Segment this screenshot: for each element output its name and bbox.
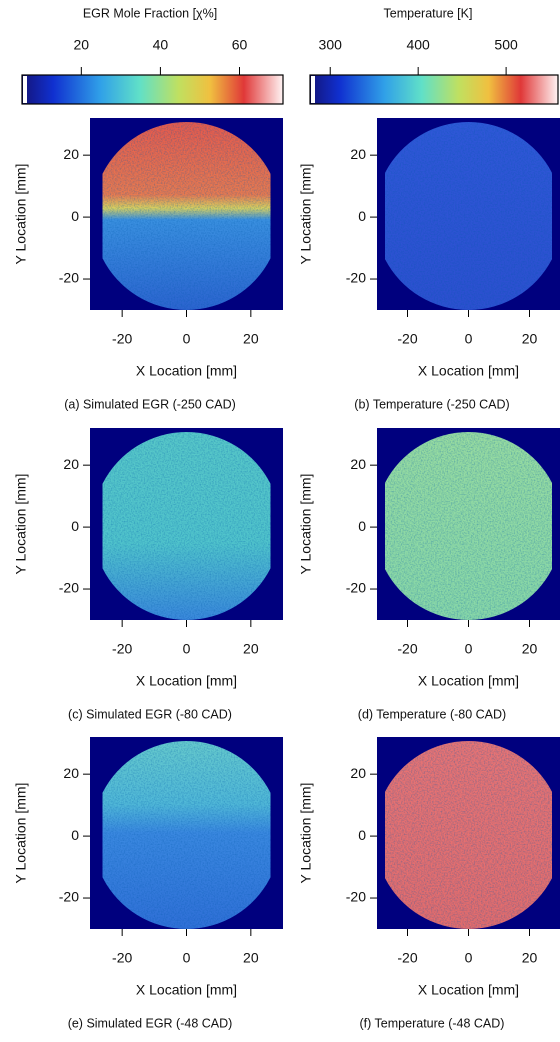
colorbar-title: Temperature [K]	[384, 6, 473, 20]
y-tick-label: 0	[358, 518, 366, 534]
panel-caption: (d) Temperature (-80 CAD)	[358, 707, 506, 721]
x-axis-label: X Location [mm]	[136, 982, 237, 998]
y-axis-label: Y Location [mm]	[13, 474, 29, 575]
field-noise	[385, 741, 552, 929]
y-tick-label: 0	[358, 208, 366, 224]
panel-caption: (e) Simulated EGR (-48 CAD)	[68, 1016, 233, 1030]
colorbar-tick-label: 400	[406, 37, 430, 53]
x-tick-label: 20	[522, 641, 538, 657]
y-tick-label: 20	[63, 456, 79, 472]
colorbar-tick-label: 40	[153, 37, 169, 53]
panel-caption: (c) Simulated EGR (-80 CAD)	[68, 707, 232, 721]
field-noise	[385, 432, 552, 620]
y-tick-label: -20	[59, 889, 79, 905]
colorbar-tick-label: 300	[319, 37, 343, 53]
y-tick-label: -20	[346, 889, 366, 905]
y-axis-label: Y Location [mm]	[298, 474, 314, 575]
field-noise	[102, 122, 271, 310]
field-noise	[385, 122, 552, 310]
x-tick-label: -20	[397, 950, 417, 966]
y-tick-label: 0	[71, 208, 79, 224]
x-axis-label: X Location [mm]	[418, 673, 519, 689]
x-tick-label: 20	[522, 950, 538, 966]
x-tick-label: 20	[243, 641, 259, 657]
colorbar	[309, 74, 559, 105]
y-axis-label: Y Location [mm]	[298, 783, 314, 884]
y-tick-label: 20	[63, 765, 79, 781]
field-noise	[102, 741, 271, 929]
x-tick-label: 0	[183, 950, 191, 966]
colorbar-tick-label: 60	[232, 37, 248, 53]
x-axis-label: X Location [mm]	[136, 673, 237, 689]
y-tick-label: 0	[71, 827, 79, 843]
colorbar	[21, 74, 284, 105]
y-tick-label: -20	[59, 580, 79, 596]
y-axis-label: Y Location [mm]	[13, 164, 29, 265]
x-tick-label: 0	[183, 641, 191, 657]
y-tick-label: -20	[346, 580, 366, 596]
x-tick-label: -20	[397, 331, 417, 347]
y-tick-label: 20	[350, 146, 366, 162]
x-axis-label: X Location [mm]	[136, 363, 237, 379]
x-tick-label: 0	[465, 950, 473, 966]
y-axis-label: Y Location [mm]	[298, 164, 314, 265]
field-noise	[102, 432, 271, 620]
panel-caption: (b) Temperature (-250 CAD)	[354, 397, 509, 411]
x-axis-label: X Location [mm]	[418, 363, 519, 379]
x-tick-label: -20	[112, 641, 132, 657]
colorbar-gap	[311, 76, 315, 103]
y-tick-label: 20	[63, 146, 79, 162]
colorbar-title: EGR Mole Fraction [χ%]	[83, 6, 217, 20]
y-tick-label: -20	[59, 270, 79, 286]
x-tick-label: 0	[465, 641, 473, 657]
y-tick-label: 20	[350, 765, 366, 781]
x-tick-label: 0	[465, 331, 473, 347]
x-tick-label: 20	[522, 331, 538, 347]
x-tick-label: -20	[397, 641, 417, 657]
colorbar-gap	[23, 76, 27, 103]
panel-caption: (f) Temperature (-48 CAD)	[360, 1016, 505, 1030]
x-tick-label: -20	[112, 950, 132, 966]
colorbar-tick-label: 500	[494, 37, 518, 53]
panel-caption: (a) Simulated EGR (-250 CAD)	[64, 397, 236, 411]
y-tick-label: -20	[346, 270, 366, 286]
x-axis-label: X Location [mm]	[418, 982, 519, 998]
x-tick-label: -20	[112, 331, 132, 347]
x-tick-label: 20	[243, 950, 259, 966]
y-tick-label: 0	[358, 827, 366, 843]
x-tick-label: 20	[243, 331, 259, 347]
x-tick-label: 0	[183, 331, 191, 347]
y-tick-label: 0	[71, 518, 79, 534]
y-tick-label: 20	[350, 456, 366, 472]
y-axis-label: Y Location [mm]	[13, 783, 29, 884]
colorbar-tick-label: 20	[74, 37, 90, 53]
